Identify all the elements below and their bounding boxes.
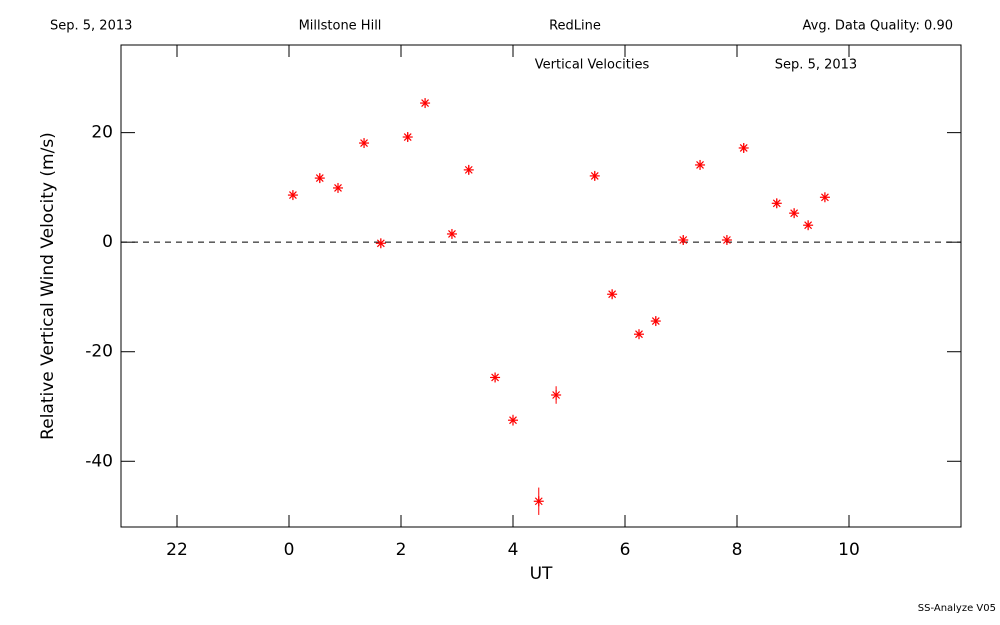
data-point [490,372,501,383]
asterisk-stroke [722,236,731,244]
header-quality: Avg. Data Quality: 0.90 [803,19,953,34]
asterisk-stroke [403,133,412,141]
x-tick-label: 22 [166,540,188,560]
data-point [819,192,830,203]
y-tick-label: 20 [91,123,113,143]
data-point [314,173,325,184]
x-tick-label: 10 [838,540,860,560]
chart-title: Vertical Velocities [535,58,650,73]
data-point [287,190,298,201]
x-tick-label: 4 [508,540,519,560]
asterisk-stroke [334,184,342,192]
asterisk-stroke [464,165,473,174]
data-point [803,220,814,231]
asterisk-stroke [421,99,430,107]
data-point [789,208,800,219]
data-point [650,316,661,327]
asterisk-stroke [651,317,660,325]
asterisk-stroke [552,391,561,399]
asterisk-stroke [820,193,829,202]
data-point [463,164,474,175]
plot-frame [120,44,962,528]
asterisk-stroke [288,191,297,200]
data-point [508,415,518,426]
asterisk-stroke [491,373,500,382]
y-tick-label: -20 [85,342,113,362]
data-point [402,132,413,143]
asterisk-stroke [608,290,617,299]
data-point [695,159,706,170]
data-point [533,496,544,507]
data-point [607,289,618,300]
asterisk-stroke [315,174,324,183]
data-point [678,234,689,245]
data-point [738,142,749,153]
data-point [589,170,600,181]
asterisk-stroke [448,230,456,238]
asterisk-stroke [772,199,781,208]
data-point [359,138,370,149]
asterisk-stroke [696,161,704,169]
data-point [446,228,457,239]
x-axis-label: UT [530,564,553,584]
y-axis-label: Relative Vertical Wind Velocity (m/s) [38,132,58,440]
x-tick-label: 6 [620,540,631,560]
asterisk-stroke [804,221,813,230]
asterisk-stroke [679,236,688,244]
asterisk-stroke [360,139,368,147]
header-site: Millstone Hill [299,19,382,34]
asterisk-stroke [509,416,517,425]
y-tick-label: 0 [102,232,113,252]
x-tick-label: 2 [396,540,407,560]
x-tick-label: 8 [732,540,743,560]
data-point [420,98,431,109]
data-point [333,182,343,193]
footer: SS-Analyze V05 [918,603,996,614]
y-tick-label: -40 [85,451,113,471]
x-tick-label: 0 [284,540,295,560]
data-point [551,389,562,400]
chart-subtitle: Sep. 5, 2013 [775,58,857,73]
asterisk-stroke [376,239,385,248]
asterisk-stroke [635,330,643,339]
header-date: Sep. 5, 2013 [50,19,132,34]
data-point [771,198,782,209]
data-point [634,329,644,340]
asterisk-stroke [739,144,748,152]
data-point [721,234,732,245]
header-filter: RedLine [549,19,601,34]
asterisk-stroke [534,497,543,506]
asterisk-stroke [590,171,599,180]
asterisk-stroke [790,209,799,218]
data-point [375,238,386,249]
